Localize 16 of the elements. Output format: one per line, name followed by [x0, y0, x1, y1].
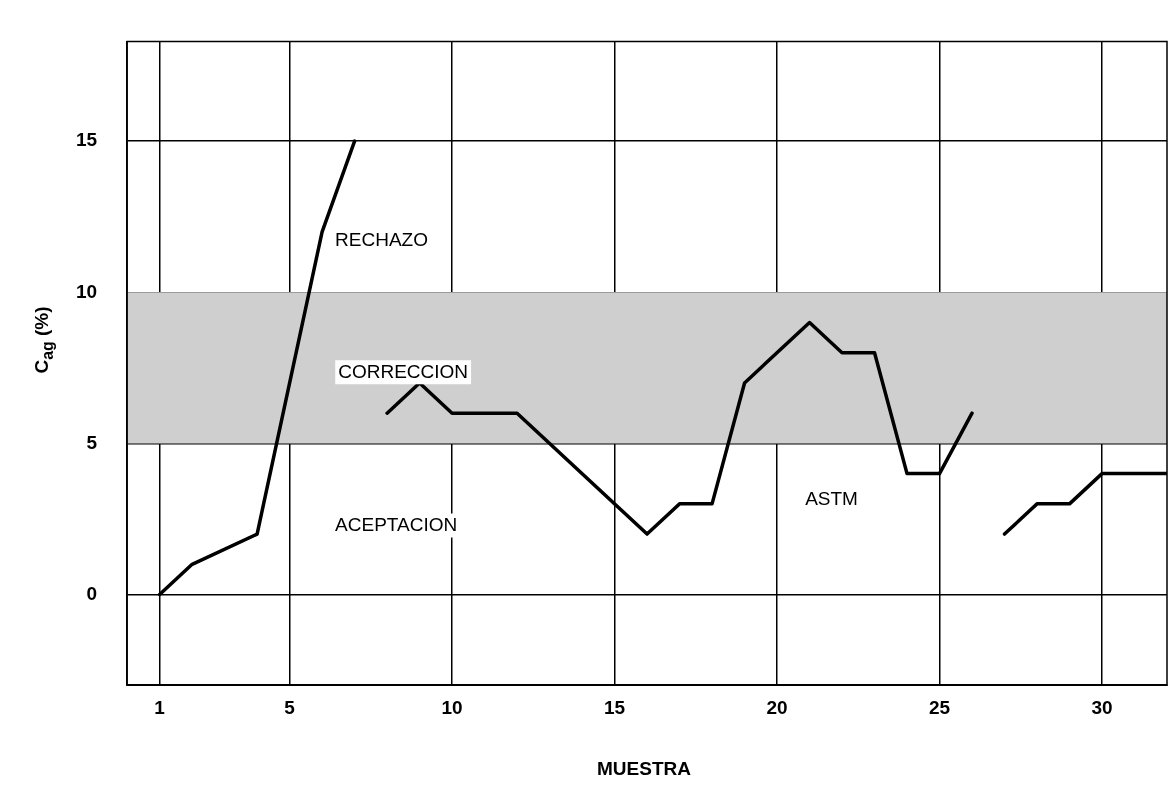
- annotation: ASTM: [805, 488, 858, 510]
- x-tick-label: 25: [928, 696, 951, 718]
- x-tick-label: 1: [154, 696, 166, 718]
- x-axis-title: MUESTRA: [596, 758, 692, 780]
- x-tick-label: 30: [1091, 696, 1113, 718]
- x-tick-label: 10: [441, 696, 463, 718]
- x-tick-label: 5: [284, 696, 296, 718]
- x-tick-label: 20: [766, 696, 788, 718]
- annotation: CORRECCION: [338, 360, 469, 382]
- annotation: RECHAZO: [335, 229, 429, 251]
- y-tick-label: 10: [75, 280, 98, 302]
- y-tick-label: 5: [86, 431, 98, 453]
- y-tick-label: 0: [86, 582, 98, 604]
- x-tick-label: 15: [604, 696, 626, 718]
- annotation: ACEPTACION: [335, 513, 458, 535]
- y-tick-label: 15: [75, 129, 98, 151]
